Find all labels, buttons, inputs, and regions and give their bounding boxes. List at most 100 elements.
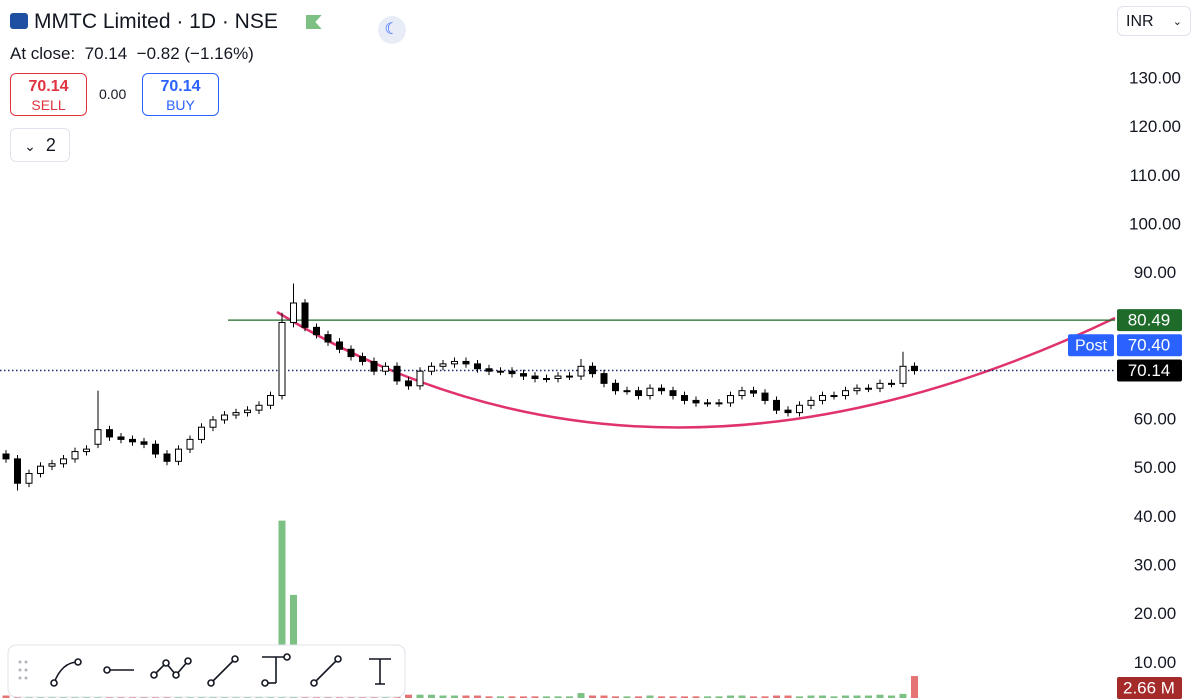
candle-body [761,392,769,401]
trend-line-tool[interactable] [207,655,239,687]
symbol-header: MMTC Limited · 1D · NSE ☾ [10,10,406,44]
y-tick-label: 50.00 [1134,458,1177,477]
candle-body [462,360,470,365]
post-badge: 70.40 [1128,336,1171,355]
candle-body [646,387,654,397]
candle-body [25,472,33,484]
volume-bar [566,696,573,698]
volume-bar [520,696,527,698]
level-badge-bg [1117,309,1182,332]
candle-body [784,409,792,414]
spread: 0.00 [99,86,127,102]
volume-bar [658,696,665,698]
candle-body [773,399,780,411]
volume-bar [773,695,780,698]
volume-bar [623,696,631,698]
text-tool[interactable] [369,658,391,685]
y-tick-label: 40.00 [1134,507,1177,526]
candle-body [497,370,504,373]
candle-body [669,390,677,397]
candle-body [370,360,378,372]
sell-button[interactable]: 70.14 SELL [10,73,87,116]
volume-bar [761,696,769,698]
volume-bar [715,696,723,698]
volume-bar [807,695,815,698]
volume-bar [577,693,585,698]
close-price: 70.14 [84,44,128,63]
toolbar-grip [18,660,28,680]
currency-select[interactable]: INR ⌄ [1117,6,1191,36]
volume-bar [704,696,711,698]
candle-body [531,375,539,379]
buy-button[interactable]: 70.14 BUY [142,73,219,116]
candle-body [911,365,918,372]
candle-body [830,395,838,398]
volume-bar [750,696,757,698]
candle-body [117,436,125,440]
close-info: At close: 70.14 −0.82 (−1.16%) [10,44,254,64]
candle-body [727,395,734,404]
volume-bar [796,696,803,698]
path-tool[interactable] [150,657,192,679]
post-tag-bg [1068,334,1114,357]
post-badge-bg [1117,334,1182,357]
symbol-title[interactable]: MMTC Limited · 1D · NSE [34,10,278,33]
candle-body [255,404,263,411]
volume-bar [692,696,700,698]
candle-body [290,302,297,323]
candle-body [209,419,217,428]
candle-body [554,375,562,379]
volume-bar [830,696,838,698]
candle-body [324,334,332,343]
y-tick-label: 90.00 [1134,263,1177,282]
candle-body [198,426,205,440]
volume-bar [646,695,654,698]
volume-bar [612,696,619,698]
drawing-toolbar [7,644,406,698]
candle-body [600,373,608,384]
y-tick-label: 30.00 [1134,556,1177,575]
candle-body [186,438,194,450]
candle-body [485,368,493,372]
last-price-badge-bg [1117,359,1182,382]
arrow-tool[interactable] [310,655,342,687]
y-tick-label: 10.00 [1134,653,1177,672]
candle-body [692,399,700,404]
candle-body [543,377,550,380]
candle-body [48,463,56,467]
candle-body [451,360,458,365]
candle-body [853,387,861,392]
volume-bar [428,694,435,698]
curve-tool[interactable] [50,658,82,687]
sell-label: SELL [31,97,66,113]
candle-body [520,373,527,377]
indicators-toggle[interactable]: ⌄ 2 [10,128,70,162]
volume-bar [543,696,550,698]
price-range-tool[interactable] [261,653,291,687]
candle-body [232,412,240,416]
volume-badge-bg [1117,677,1182,699]
volume-bar [589,695,596,698]
candle-body [278,321,286,397]
candle-body [221,414,228,421]
theme-toggle[interactable]: ☾ [377,16,406,44]
y-tick-label: 20.00 [1134,604,1177,623]
candle-body [60,458,67,465]
candle-body [738,390,746,397]
volume-bar [416,694,424,698]
candle-body [301,302,309,328]
volume-bar [405,694,412,698]
volume-bar [439,695,447,698]
volume-badge: 2.66 M [1123,678,1175,697]
volume-bar [899,693,907,698]
volume-bar [451,695,458,698]
volume-bar [474,695,481,698]
market-status-icon[interactable] [305,15,322,29]
buy-price: 70.14 [160,78,201,95]
candle-body [566,375,573,378]
candle-body [589,365,596,375]
horizontal-ray-tool[interactable] [103,666,134,674]
candle-body [577,365,585,377]
